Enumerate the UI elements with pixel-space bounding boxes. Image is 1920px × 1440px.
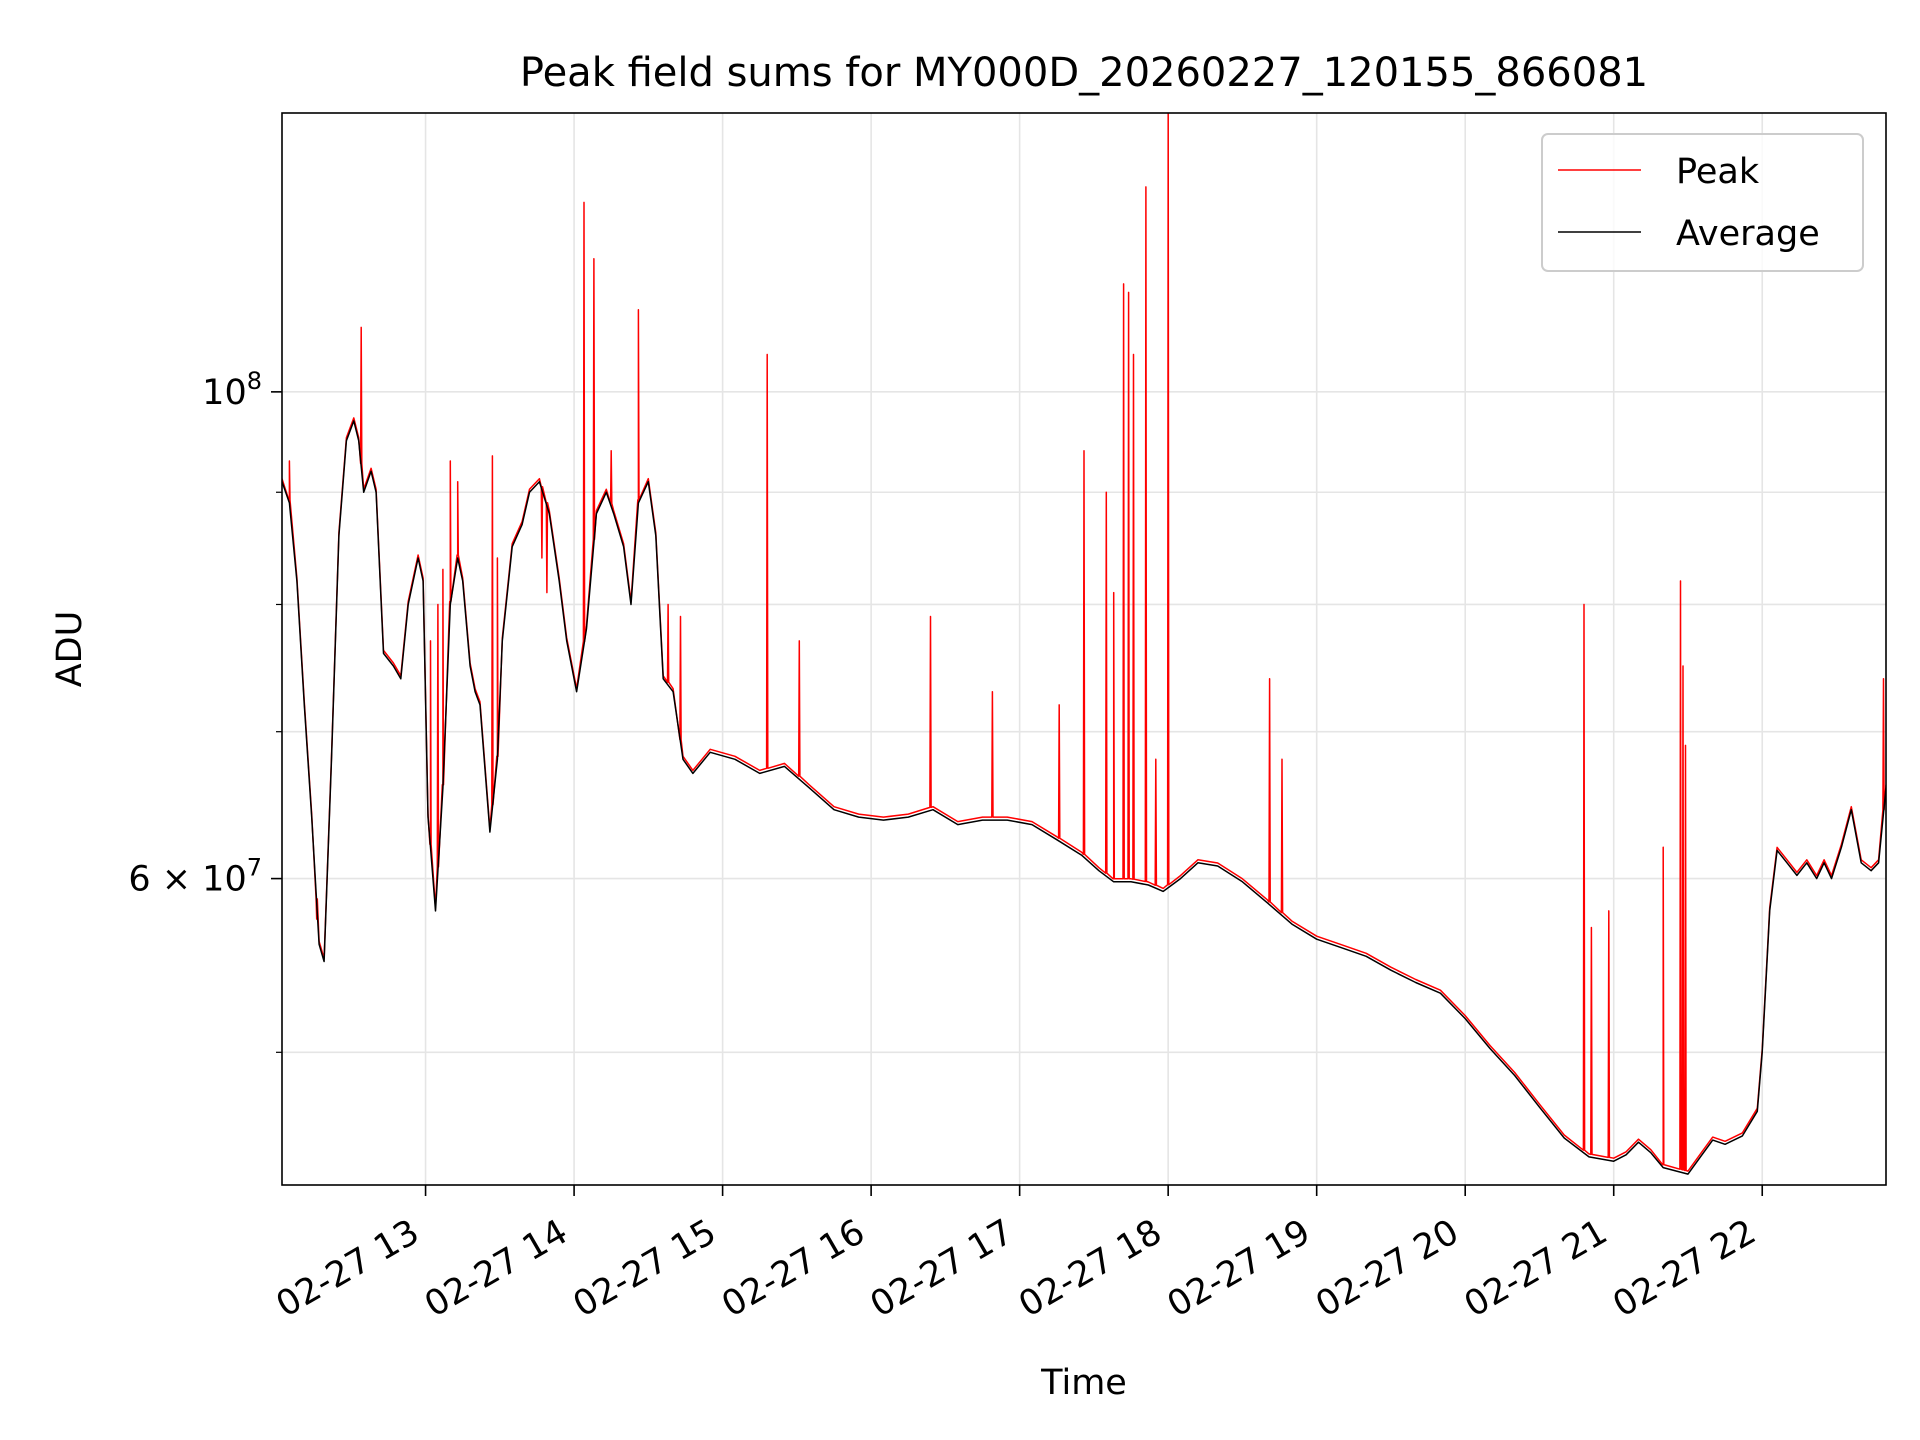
y-tick-label: 6 × 107: [128, 854, 262, 900]
series-layer: [282, 113, 1886, 1175]
legend-label-average: Average: [1676, 214, 1820, 254]
legend: Peak Average: [1541, 133, 1864, 272]
y-axis-label: ADU: [50, 611, 90, 688]
series-line-average: [282, 420, 1886, 1175]
legend-box: [1541, 133, 1864, 272]
x-axis-label: Time: [1040, 1363, 1127, 1403]
legend-label-peak: Peak: [1676, 152, 1760, 192]
series-line-peak: [282, 113, 1886, 1172]
plot-frame: [281, 112, 1887, 1186]
chart-title: Peak field sums for MY000D_20260227_1201…: [520, 50, 1648, 96]
y-tick-label: 108: [202, 367, 262, 413]
